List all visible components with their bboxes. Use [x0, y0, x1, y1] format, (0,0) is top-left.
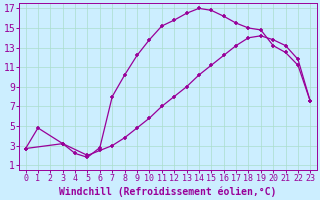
X-axis label: Windchill (Refroidissement éolien,°C): Windchill (Refroidissement éolien,°C) [59, 186, 277, 197]
